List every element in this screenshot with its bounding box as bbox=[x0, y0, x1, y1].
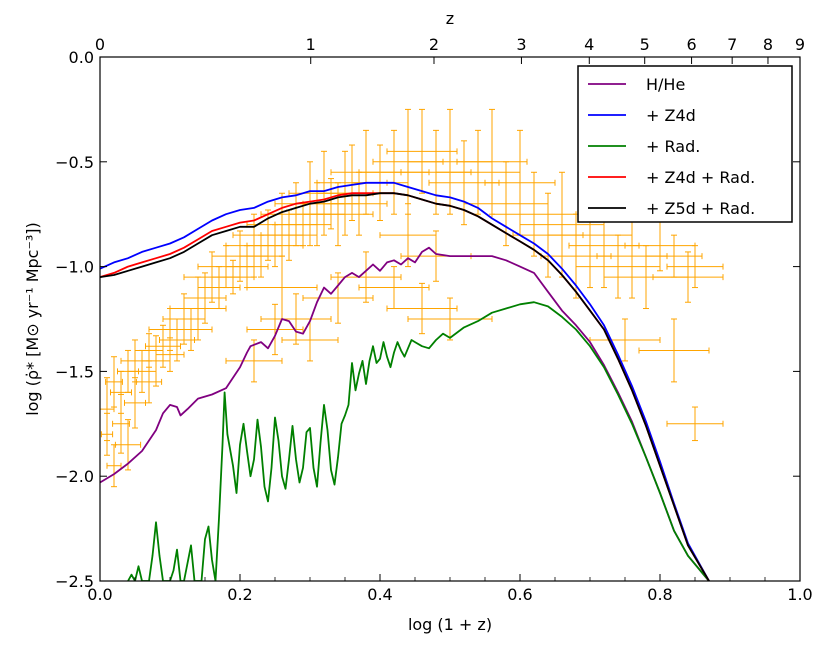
top-x-tick-label: 0 bbox=[95, 35, 105, 54]
series-line-1 bbox=[100, 181, 710, 581]
observation-point bbox=[652, 251, 724, 303]
series-line-0 bbox=[100, 246, 710, 581]
observation-point bbox=[386, 282, 458, 335]
y-tick-label: −2.0 bbox=[55, 467, 94, 486]
x-axis-title: log (1 + z) bbox=[408, 615, 492, 634]
y-tick-label: −1.5 bbox=[55, 362, 94, 381]
top-x-tick-label: 3 bbox=[516, 35, 526, 54]
observation-point bbox=[456, 108, 528, 215]
observation-point bbox=[484, 129, 556, 236]
top-x-tick-label: 6 bbox=[686, 35, 696, 54]
axis-tick-labels: 0.0 0.2 0.4 0.6 0.8 1.0 0.0 −0.5 −1.0 −1.5 −2.0 −2.… bbox=[55, 35, 813, 604]
x-tick-label: 0.4 bbox=[367, 585, 392, 604]
observation-point bbox=[386, 108, 458, 194]
observation-point bbox=[624, 219, 696, 272]
x-tick-label: 1.0 bbox=[787, 585, 812, 604]
y-tick-label: −0.5 bbox=[55, 153, 94, 172]
x-tick-label: 0.8 bbox=[647, 585, 672, 604]
observation-point bbox=[145, 324, 181, 368]
top-x-axis-title: z bbox=[446, 9, 454, 28]
top-x-tick-label: 7 bbox=[727, 35, 737, 54]
observation-point bbox=[407, 297, 493, 341]
observation-point bbox=[106, 444, 122, 488]
y-axis-title: log (ρ̇* [M⊙ yr⁻¹ Mpc⁻³]) bbox=[23, 222, 42, 416]
y-tick-label: 0.0 bbox=[69, 48, 94, 67]
observation-point bbox=[124, 377, 146, 429]
observation-point bbox=[666, 406, 724, 442]
observation-point bbox=[330, 251, 402, 303]
top-x-tick-label: 4 bbox=[584, 35, 594, 54]
observation-point bbox=[589, 318, 661, 362]
legend-label-4: + Z5d + Rad. bbox=[646, 199, 755, 218]
legend-label-2: + Rad. bbox=[646, 137, 700, 156]
observation-point bbox=[105, 356, 123, 408]
observation-error-bars bbox=[100, 108, 724, 488]
observation-point bbox=[112, 393, 130, 454]
series-line-4 bbox=[100, 192, 710, 581]
x-tick-label: 0.6 bbox=[507, 585, 532, 604]
observation-point bbox=[302, 272, 374, 324]
observation-point bbox=[225, 339, 283, 383]
observation-point bbox=[666, 245, 724, 289]
legend-box bbox=[577, 65, 793, 223]
y-tick-label: −1.0 bbox=[55, 258, 94, 277]
top-x-tick-label: 2 bbox=[429, 35, 439, 54]
series-line-2 bbox=[127, 301, 710, 581]
top-x-tick-label: 8 bbox=[763, 35, 773, 54]
legend: H/He + Z4d + Rad. + Z4d + Rad. + Z5d + Rad. bbox=[577, 65, 793, 223]
observation-point bbox=[114, 419, 142, 471]
top-x-tick-label: 9 bbox=[795, 35, 805, 54]
observation-point bbox=[281, 318, 339, 362]
x-tick-label: 0.2 bbox=[227, 585, 252, 604]
observation-point bbox=[100, 412, 114, 456]
observation-point bbox=[155, 337, 185, 372]
observation-point bbox=[638, 318, 710, 383]
x-tick-label: 0.0 bbox=[87, 585, 112, 604]
legend-label-1: + Z4d bbox=[646, 106, 696, 125]
model-curves bbox=[100, 181, 710, 581]
observation-point bbox=[260, 293, 332, 345]
top-x-tick-label: 1 bbox=[306, 35, 316, 54]
legend-label-3: + Z4d + Rad. bbox=[646, 168, 755, 187]
y-tick-label: −2.5 bbox=[55, 572, 94, 591]
legend-label-0: H/He bbox=[646, 75, 685, 94]
axis-ticks bbox=[99, 56, 801, 582]
top-x-tick-label: 5 bbox=[640, 35, 650, 54]
